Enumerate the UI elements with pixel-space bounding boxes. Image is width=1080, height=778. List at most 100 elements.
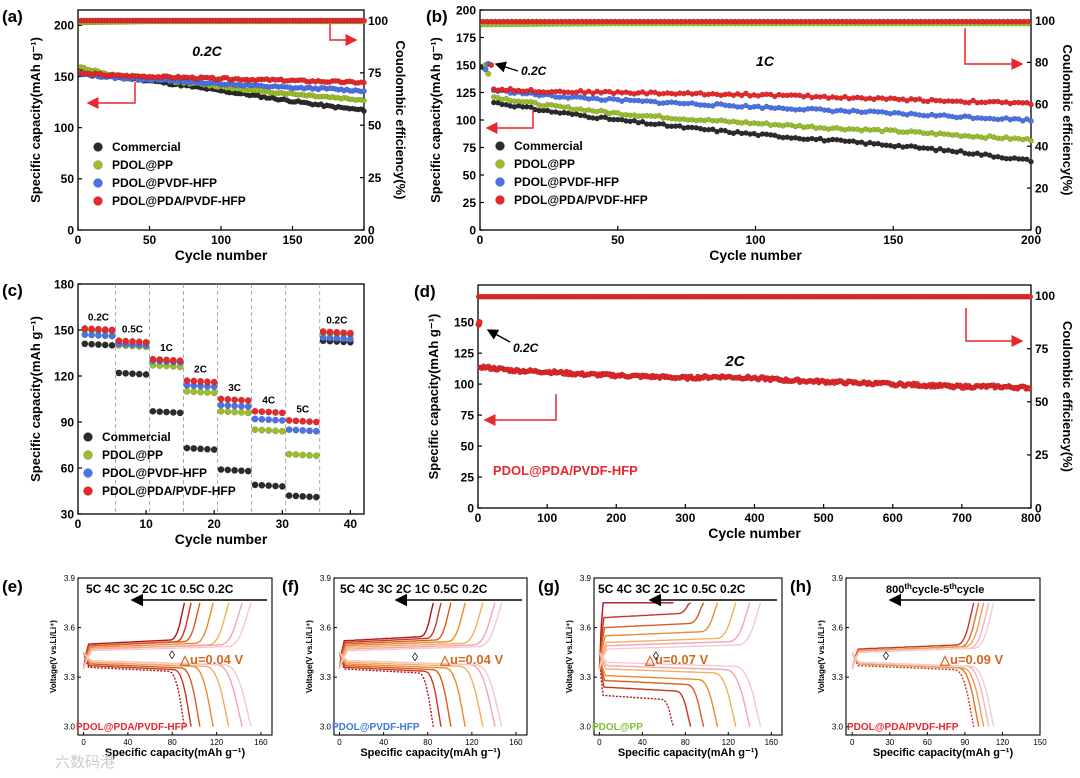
rate-point — [88, 331, 96, 339]
y-tick-label: 60 — [61, 461, 75, 475]
panel-e: 0 40 80 120 160 3.0 3.3 3.6 3.9 Specific capacity… — [2, 574, 273, 759]
discharge-curve — [338, 652, 484, 727]
discharge-curve — [82, 652, 230, 727]
x-tick-label: 60 — [923, 738, 932, 747]
delta-marker: ◊ — [653, 649, 659, 663]
legend-marker — [495, 177, 505, 187]
plot-frame — [845, 577, 1041, 736]
panel-c: 0 10 20 30 40 30 60 90 120 150 180 Cycle number Spec… — [2, 277, 365, 547]
rate-point — [203, 389, 211, 396]
rates-text: 5C 4C 3C 2C 1C 0.5C 0.2C — [86, 582, 234, 596]
x-tick-label: 40 — [123, 738, 132, 747]
rate-point — [190, 445, 198, 452]
charge-curve — [851, 602, 975, 670]
rate-point — [81, 325, 89, 332]
rate-point — [272, 409, 279, 416]
rate-annotation: 1C — [756, 53, 775, 69]
rate-point — [265, 416, 273, 424]
rate-point — [285, 492, 293, 499]
y2-tick-label: 0 — [1035, 501, 1042, 515]
rate-point — [244, 403, 252, 411]
rate-point — [224, 395, 232, 403]
y2-tick-label: 0 — [368, 223, 375, 237]
x-axis-title: Cycle number — [709, 247, 802, 263]
initial-point — [488, 62, 495, 69]
rate-label: 2C — [194, 365, 207, 376]
rate-point — [306, 427, 313, 435]
cycle-text: 800thcycle-5thcycle — [886, 582, 984, 596]
x-tick-label: 200 — [354, 233, 374, 247]
rate-point — [122, 369, 130, 377]
rate-point — [95, 331, 102, 339]
y2-axis-title: Couolombic efficiency(%) — [393, 41, 408, 200]
legend-label: Commercial — [102, 430, 171, 444]
panel-label: (e) — [2, 577, 23, 596]
initial-point — [482, 66, 489, 73]
y2-tick-label: 25 — [1035, 448, 1049, 462]
panel-label: (c) — [2, 281, 23, 300]
panel-a: 0 50 100 150 2000501001502000255075100Cycle … — [2, 7, 408, 263]
capacity-point — [656, 112, 662, 119]
x-axis-title: Specific capacity(mAh g⁻¹) — [360, 747, 501, 759]
delta-marker: ◊ — [169, 648, 175, 662]
charge-curve — [338, 602, 503, 670]
x-tick-label: 0 — [597, 738, 602, 747]
x-tick-label: 100 — [211, 233, 231, 247]
rate-point — [238, 409, 245, 416]
rate-point — [149, 355, 157, 363]
panel-label: (f) — [282, 577, 299, 596]
y-tick-label: 3.3 — [64, 673, 76, 682]
panel-label: (h) — [790, 577, 812, 596]
rate-point — [244, 467, 252, 475]
x-tick-label: 0 — [475, 511, 482, 525]
legend-label: Commercial — [112, 140, 181, 154]
rate-point — [224, 408, 232, 416]
x-tick-label: 40 — [638, 738, 647, 747]
x-tick-label: 200 — [1021, 233, 1041, 247]
rate-point — [203, 378, 211, 386]
y-tick-label: 3.0 — [320, 723, 332, 732]
rate-label: 0.5C — [122, 325, 143, 336]
y-axis-title: Specific capacity(mAh g⁻¹) — [28, 316, 43, 482]
rate-label: 3C — [228, 383, 241, 394]
rate-point — [135, 338, 143, 346]
y-tick-label: 50 — [61, 172, 75, 186]
cycle-text-part: cycle — [957, 584, 985, 596]
rate-point — [258, 426, 266, 434]
x-tick-label: 120 — [996, 738, 1010, 747]
y2-axis-title: Coulombic efficiency(%) — [1060, 321, 1075, 472]
x-tick-label: 50 — [143, 233, 157, 247]
rate-point — [238, 467, 245, 475]
rate-point — [333, 328, 341, 336]
discharge-curve — [851, 652, 995, 727]
charge-curve — [82, 602, 186, 670]
rate-label: 1C — [160, 343, 173, 354]
rate-point — [265, 427, 273, 434]
capacity-point — [1028, 118, 1034, 124]
delta-u-label: △u=0.04 V — [439, 652, 503, 667]
charge-curve — [598, 602, 705, 669]
y-tick-label: 3.3 — [832, 673, 844, 682]
rate-point — [278, 417, 286, 424]
rate-point — [346, 329, 354, 337]
y-tick-label: 100 — [54, 121, 74, 135]
initial-point — [485, 70, 492, 77]
x-tick-label: 10 — [139, 517, 153, 531]
sample-label: PDOL@PDA/PVDF-HFP — [847, 722, 959, 733]
y-axis-title: Voltage(V vs.Li/Li⁺) — [817, 620, 826, 693]
y-tick-label: 3.3 — [320, 673, 332, 682]
rate-point — [251, 426, 259, 434]
cycle-text-part: cycle-5 — [912, 584, 949, 596]
capacity-point — [660, 121, 667, 127]
discharge-curve — [82, 651, 252, 727]
delta-u-label: △u=0.09 V — [939, 652, 1003, 667]
x-tick-label: 800 — [1021, 511, 1041, 525]
legend-marker — [83, 432, 93, 442]
rate-point — [292, 417, 300, 425]
y2-tick-label: 20 — [1035, 181, 1049, 195]
y-tick-label: 75 — [463, 141, 477, 155]
cycle-text-part: th — [904, 582, 912, 591]
charge-curve — [598, 602, 737, 670]
y-tick-label: 3.0 — [832, 723, 844, 732]
cycle-text-part: th — [949, 582, 957, 591]
